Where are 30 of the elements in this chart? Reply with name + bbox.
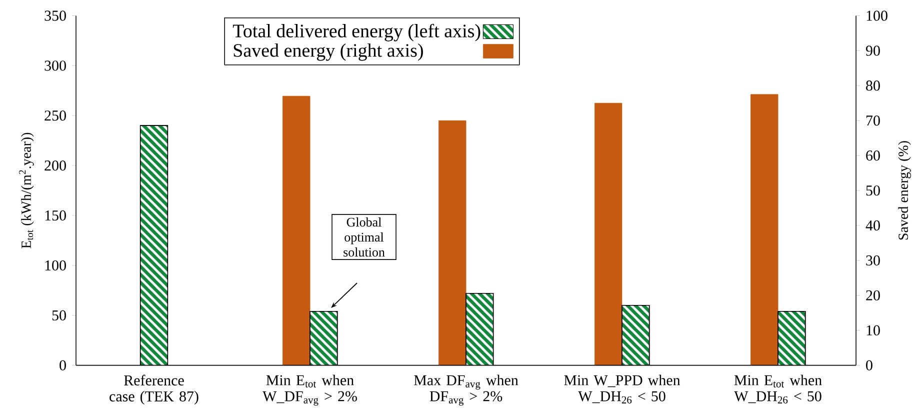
y2-tick-label: 40: [866, 220, 880, 231]
y-tick-label: 150: [45, 210, 66, 221]
y2-tick-label: 70: [866, 116, 880, 126]
y2-tick-label: 30: [866, 255, 880, 266]
y2-tick-label: 10: [866, 325, 880, 336]
x-tick-label: Min W_PPD when W_DH$_{26}$ < 50: [564, 374, 680, 404]
y-tick-label: 0: [60, 360, 66, 370]
y-axis-title: E$_{tot}$ (kWh/(m$^{2}$.year)): [19, 132, 34, 248]
y-tick-label: 250: [44, 110, 66, 121]
y-tick-label: 50: [52, 310, 66, 320]
y2-tick-label: 50: [866, 185, 880, 196]
y-tick-label: 350: [44, 10, 66, 21]
y2-tick-label: 100: [866, 10, 888, 21]
y2-tick-label: 20: [866, 290, 880, 300]
bar: [594, 102, 622, 366]
x-tick-label: Min E$_{tot}$ when W_DH$_{26}$ < 50: [734, 374, 822, 404]
y2-tick-label: 80: [866, 80, 880, 91]
category-label: Max DF$_{avg}$ when DF$_{avg}$ > 2%: [414, 374, 518, 406]
y-tick-label: 100: [45, 260, 66, 270]
y-tick-label: 300: [44, 60, 66, 71]
y2-tick-label: 0: [866, 360, 872, 370]
y-tick-label: 200: [44, 160, 66, 171]
y2-axis-title: Saved energy (%): [898, 141, 911, 240]
annotation: Global optimal solution: [344, 217, 385, 257]
y2-tick-label: 90: [866, 46, 880, 56]
x-tick-label: Reference case (TEK 87): [110, 374, 198, 405]
legend-label: Total delivered energy (left axis): [232, 24, 480, 42]
text: Saved energy (right axis): [234, 43, 423, 61]
category-label: Min E$_{tot}$ when W_DF$_{avg}$ > 2%: [262, 374, 357, 406]
y2-tick-label: 60: [866, 150, 880, 161]
